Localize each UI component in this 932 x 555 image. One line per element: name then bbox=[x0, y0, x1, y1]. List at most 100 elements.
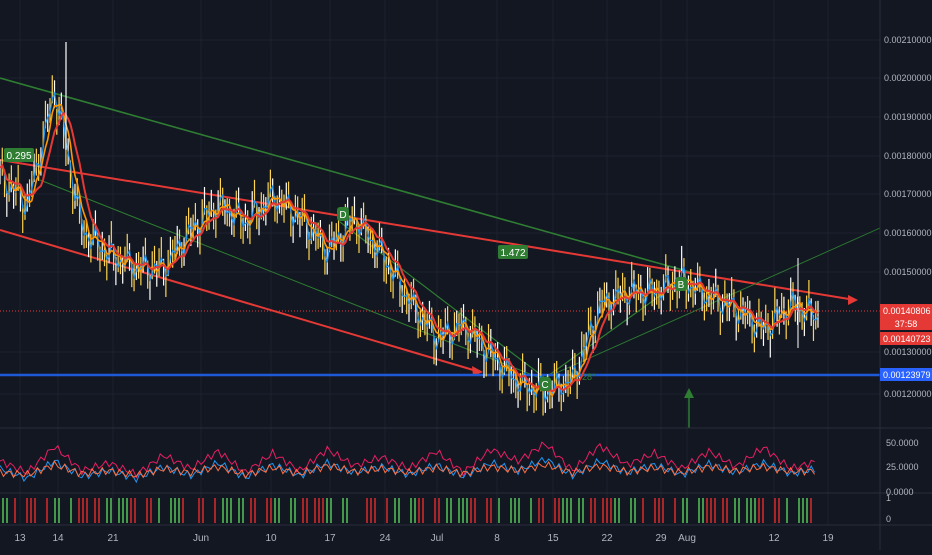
volume-bar bbox=[662, 498, 664, 523]
volume-bar bbox=[418, 498, 420, 523]
volume-bar bbox=[542, 498, 544, 523]
price-tick: 0.00120000 bbox=[884, 389, 932, 399]
time-axis-label: 22 bbox=[601, 533, 613, 544]
fib-mid-label[interactable]: 1.472 bbox=[500, 248, 525, 259]
volume-bar bbox=[14, 498, 16, 523]
volume-bar bbox=[510, 498, 512, 523]
time-axis-label: 29 bbox=[655, 533, 667, 544]
volume-bar bbox=[306, 498, 308, 523]
trend-lines[interactable] bbox=[0, 77, 881, 428]
last-price-tag bbox=[880, 304, 932, 317]
time-axis-label: Jul bbox=[431, 533, 444, 544]
point-b-marker[interactable]: B bbox=[678, 280, 685, 291]
volume-bars bbox=[2, 498, 812, 523]
price-tick: 0.00190000 bbox=[884, 112, 932, 122]
volume-bar bbox=[370, 498, 372, 523]
angle-label: 28° bbox=[582, 372, 596, 382]
annotations[interactable]: 0.295 1.472 D C B 28° bbox=[4, 148, 687, 391]
price-tick: 0.00160000 bbox=[884, 228, 932, 238]
volume-bar bbox=[762, 498, 764, 523]
volume-bar bbox=[394, 498, 396, 523]
volume-bar bbox=[222, 498, 224, 523]
volume-tick: 1 bbox=[886, 493, 891, 503]
grid bbox=[0, 0, 880, 525]
volume-bar bbox=[342, 498, 344, 523]
volume-bar bbox=[422, 498, 424, 523]
volume-bar bbox=[582, 498, 584, 523]
volume-bar bbox=[106, 498, 108, 523]
time-axis-label: 17 bbox=[324, 533, 336, 544]
time-axis[interactable]: 13 14 21 Jun 10 17 24 Jul 8 15 22 29 Aug 12 19 bbox=[14, 533, 834, 544]
volume-bar bbox=[634, 498, 636, 523]
volume-bar bbox=[226, 498, 228, 523]
volume-bar bbox=[250, 498, 252, 523]
volume-bar bbox=[58, 498, 60, 523]
volume-bar bbox=[374, 498, 376, 523]
volume-bar bbox=[198, 498, 200, 523]
volume-bar bbox=[122, 498, 124, 523]
volume-bar bbox=[802, 498, 804, 523]
time-axis-label: Aug bbox=[678, 533, 696, 544]
volume-bar bbox=[294, 498, 296, 523]
upper-green-trendline[interactable] bbox=[0, 77, 691, 273]
volume-bar bbox=[202, 498, 204, 523]
volume-bar bbox=[682, 498, 684, 523]
volume-bar bbox=[570, 498, 572, 523]
channel-green-line[interactable] bbox=[39, 179, 541, 379]
volume-bar bbox=[398, 498, 400, 523]
volume-bar bbox=[270, 498, 272, 523]
volume-bar bbox=[518, 498, 520, 523]
volume-bar bbox=[578, 498, 580, 523]
fib-mid-label-bg bbox=[498, 245, 528, 259]
volume-bar bbox=[486, 498, 488, 523]
volume-bar bbox=[322, 498, 324, 523]
price-tick: 0.00210000 bbox=[884, 35, 932, 45]
volume-bar bbox=[242, 498, 244, 523]
volume-bar bbox=[134, 498, 136, 523]
volume-bar bbox=[774, 498, 776, 523]
volume-bar bbox=[466, 498, 468, 523]
volume-bar bbox=[386, 498, 388, 523]
green-fan-line[interactable] bbox=[544, 227, 881, 379]
fib-left-label[interactable]: 0.295 bbox=[6, 151, 31, 162]
point-c-marker[interactable]: C bbox=[541, 380, 548, 391]
point-d-marker[interactable]: D bbox=[339, 210, 346, 221]
upper-red-trendline[interactable] bbox=[0, 159, 856, 301]
price-tick: 0.00180000 bbox=[884, 151, 932, 161]
volume-bar bbox=[82, 498, 84, 523]
time-axis-label: 19 bbox=[822, 533, 834, 544]
time-axis-label: 8 bbox=[494, 533, 500, 544]
volume-bar bbox=[618, 498, 620, 523]
volume-bar bbox=[602, 498, 604, 523]
volume-bar bbox=[554, 498, 556, 523]
volume-bar bbox=[214, 498, 216, 523]
indicator-tick: 50.0000 bbox=[886, 438, 919, 448]
volume-bar bbox=[746, 498, 748, 523]
price-tick: 0.00150000 bbox=[884, 267, 932, 277]
volume-bar bbox=[146, 498, 148, 523]
volume-bar bbox=[366, 498, 368, 523]
volume-bar bbox=[130, 498, 132, 523]
volume-bar bbox=[230, 498, 232, 523]
volume-bar bbox=[658, 498, 660, 523]
volume-bar bbox=[786, 498, 788, 523]
volume-bar bbox=[34, 498, 36, 523]
volume-bar bbox=[738, 498, 740, 523]
volume-bar bbox=[118, 498, 120, 523]
time-axis-label: 24 bbox=[379, 533, 391, 544]
countdown-tag bbox=[880, 317, 932, 330]
volume-bar bbox=[266, 498, 268, 523]
lower-red-trendline[interactable] bbox=[0, 229, 481, 373]
volume-bar bbox=[434, 498, 436, 523]
volume-bar bbox=[410, 498, 412, 523]
volume-bar bbox=[754, 498, 756, 523]
volume-bar bbox=[702, 498, 704, 523]
time-axis-label: 15 bbox=[547, 533, 559, 544]
volume-bar bbox=[594, 498, 596, 523]
lower-red-arrowhead bbox=[472, 366, 483, 376]
volume-bar bbox=[238, 498, 240, 523]
volume-bar bbox=[6, 498, 8, 523]
